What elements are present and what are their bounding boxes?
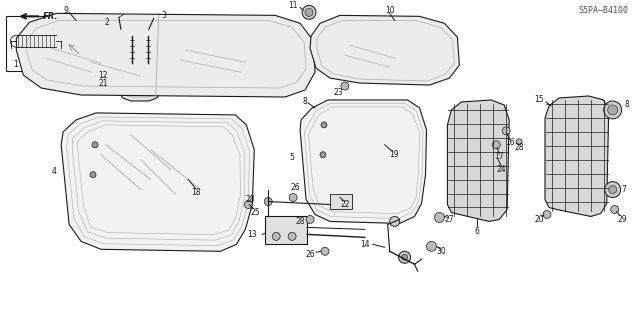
Text: 26: 26 bbox=[305, 250, 315, 259]
Circle shape bbox=[302, 5, 316, 19]
Text: S5PA–B4100: S5PA–B4100 bbox=[579, 6, 628, 15]
Circle shape bbox=[543, 211, 551, 219]
Circle shape bbox=[402, 254, 408, 260]
Bar bbox=[265, 217, 307, 244]
Polygon shape bbox=[17, 13, 315, 97]
Text: 26: 26 bbox=[291, 183, 300, 192]
Circle shape bbox=[608, 105, 618, 115]
Text: 8: 8 bbox=[303, 98, 307, 107]
Circle shape bbox=[605, 182, 621, 197]
Text: 28: 28 bbox=[515, 143, 524, 152]
Text: 13: 13 bbox=[248, 230, 257, 239]
Polygon shape bbox=[545, 96, 609, 217]
Text: 30: 30 bbox=[436, 247, 446, 256]
Text: 29: 29 bbox=[618, 215, 627, 224]
Text: 12: 12 bbox=[99, 70, 108, 80]
Text: 18: 18 bbox=[191, 188, 200, 197]
Circle shape bbox=[264, 197, 272, 205]
Circle shape bbox=[604, 101, 621, 119]
Text: 15: 15 bbox=[534, 95, 544, 105]
Circle shape bbox=[305, 8, 313, 16]
Circle shape bbox=[90, 172, 96, 178]
Text: 7: 7 bbox=[621, 185, 626, 194]
Polygon shape bbox=[310, 15, 460, 85]
Text: 8: 8 bbox=[624, 100, 629, 109]
Text: 3: 3 bbox=[161, 11, 166, 20]
Text: 16: 16 bbox=[506, 138, 515, 147]
Text: 5: 5 bbox=[289, 153, 294, 162]
Bar bbox=[330, 194, 352, 210]
Text: 24: 24 bbox=[497, 165, 506, 174]
Circle shape bbox=[611, 205, 619, 213]
Circle shape bbox=[288, 232, 296, 240]
Text: 28: 28 bbox=[246, 195, 255, 204]
Text: 21: 21 bbox=[99, 78, 108, 87]
Text: 11: 11 bbox=[289, 1, 298, 10]
Circle shape bbox=[320, 152, 326, 158]
Text: 27: 27 bbox=[445, 215, 454, 224]
Circle shape bbox=[341, 82, 349, 90]
Polygon shape bbox=[447, 100, 509, 221]
Text: 2: 2 bbox=[104, 18, 109, 27]
Polygon shape bbox=[61, 113, 254, 251]
Text: 6: 6 bbox=[475, 227, 480, 236]
Text: 9: 9 bbox=[64, 6, 68, 15]
Circle shape bbox=[272, 232, 280, 240]
Circle shape bbox=[321, 122, 327, 128]
Text: 14: 14 bbox=[360, 240, 370, 249]
Bar bbox=[6, 16, 64, 71]
Circle shape bbox=[426, 241, 436, 251]
Circle shape bbox=[609, 186, 617, 194]
Circle shape bbox=[150, 19, 157, 26]
Circle shape bbox=[92, 142, 98, 148]
Circle shape bbox=[115, 21, 123, 29]
Polygon shape bbox=[117, 63, 163, 101]
Circle shape bbox=[492, 141, 500, 149]
Circle shape bbox=[390, 217, 399, 226]
Circle shape bbox=[244, 201, 252, 209]
Text: 10: 10 bbox=[385, 6, 394, 15]
Text: 17: 17 bbox=[494, 152, 504, 161]
Polygon shape bbox=[300, 100, 426, 223]
Circle shape bbox=[321, 247, 329, 255]
Text: 4: 4 bbox=[51, 167, 56, 176]
Circle shape bbox=[502, 127, 510, 135]
Text: 20: 20 bbox=[534, 215, 544, 224]
Text: 23: 23 bbox=[333, 87, 343, 97]
Text: 25: 25 bbox=[250, 208, 260, 217]
Text: 22: 22 bbox=[340, 200, 349, 209]
Text: 19: 19 bbox=[389, 150, 399, 159]
Circle shape bbox=[289, 194, 297, 202]
Circle shape bbox=[516, 139, 522, 145]
Circle shape bbox=[435, 212, 444, 222]
Text: 1: 1 bbox=[13, 60, 18, 69]
Circle shape bbox=[306, 215, 314, 223]
Text: 28: 28 bbox=[295, 217, 305, 226]
Circle shape bbox=[399, 251, 411, 263]
Text: FR.: FR. bbox=[44, 12, 59, 21]
